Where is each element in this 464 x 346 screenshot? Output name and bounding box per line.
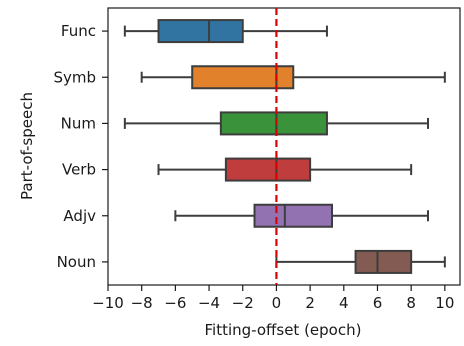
box-num (219, 111, 328, 136)
x-tick-label: 4 (339, 294, 349, 312)
y-tick-label-func: Func (61, 22, 96, 40)
y-tick-label-num: Num (61, 114, 96, 132)
x-tick-label: 6 (373, 294, 383, 312)
x-tick-label: 0 (272, 294, 282, 312)
x-tick-label: −8 (131, 294, 153, 312)
y-axis-label: Part-of-speech (18, 92, 36, 200)
box-symb (191, 65, 295, 90)
y-tick-label-symb: Symb (53, 68, 96, 86)
x-tick-label: −6 (164, 294, 186, 312)
x-tick-label: −10 (92, 294, 124, 312)
y-tick-label-verb: Verb (62, 161, 96, 179)
x-tick-label: 10 (435, 294, 454, 312)
box-func (157, 19, 244, 44)
x-tick-label: 2 (305, 294, 315, 312)
y-tick-label-adjv: Adjv (63, 207, 96, 225)
x-axis-label: Fitting-offset (epoch) (205, 321, 362, 339)
x-tick-label: −2 (232, 294, 254, 312)
box-adjv (253, 203, 334, 228)
box-verb (224, 157, 312, 182)
plot-frame (107, 7, 461, 286)
box-noun (354, 249, 413, 274)
x-tick-label: 8 (406, 294, 416, 312)
y-tick-label-noun: Noun (57, 253, 96, 271)
x-tick-label: −4 (198, 294, 220, 312)
plot-area: −10 −8 −6 −4 −2 0 2 4 6 8 10 Func Symb Num Verb Adjv Nou… (53, 7, 461, 312)
